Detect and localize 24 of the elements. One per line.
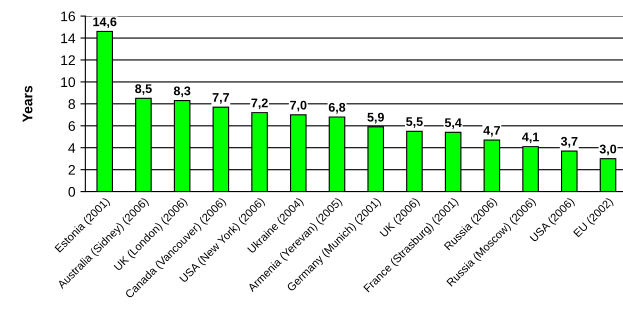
data-label: 4,7 [483, 126, 500, 137]
data-label: 7,2 [251, 98, 268, 110]
data-label: 7,7 [212, 93, 229, 104]
y-tick-label: 16 [61, 11, 76, 22]
data-label: 5,9 [367, 112, 384, 124]
data-label: 8,3 [174, 86, 190, 98]
y-axis-title: Years [22, 86, 32, 122]
data-label: 3,0 [600, 144, 616, 156]
data-label: 6,8 [328, 102, 346, 114]
y-tick-label: 14 [61, 34, 76, 44]
data-label: 5,4 [444, 118, 462, 129]
data-label: 5,5 [406, 117, 423, 128]
data-label: 14,6 [93, 17, 116, 28]
y-tick-label: 0 [68, 186, 76, 197]
y-tick-label: 10 [61, 77, 76, 88]
data-label: 3,7 [560, 136, 578, 148]
y-tick-label: 4 [68, 143, 76, 153]
data-label: 8,5 [135, 84, 152, 95]
y-tick-label: 6 [68, 121, 76, 131]
data-label: 7,0 [290, 100, 306, 112]
y-tick-label: 8 [68, 99, 76, 110]
y-tick-label: 12 [61, 55, 75, 66]
y-tick-label: 2 [68, 164, 75, 175]
data-label: 4,1 [522, 132, 539, 144]
